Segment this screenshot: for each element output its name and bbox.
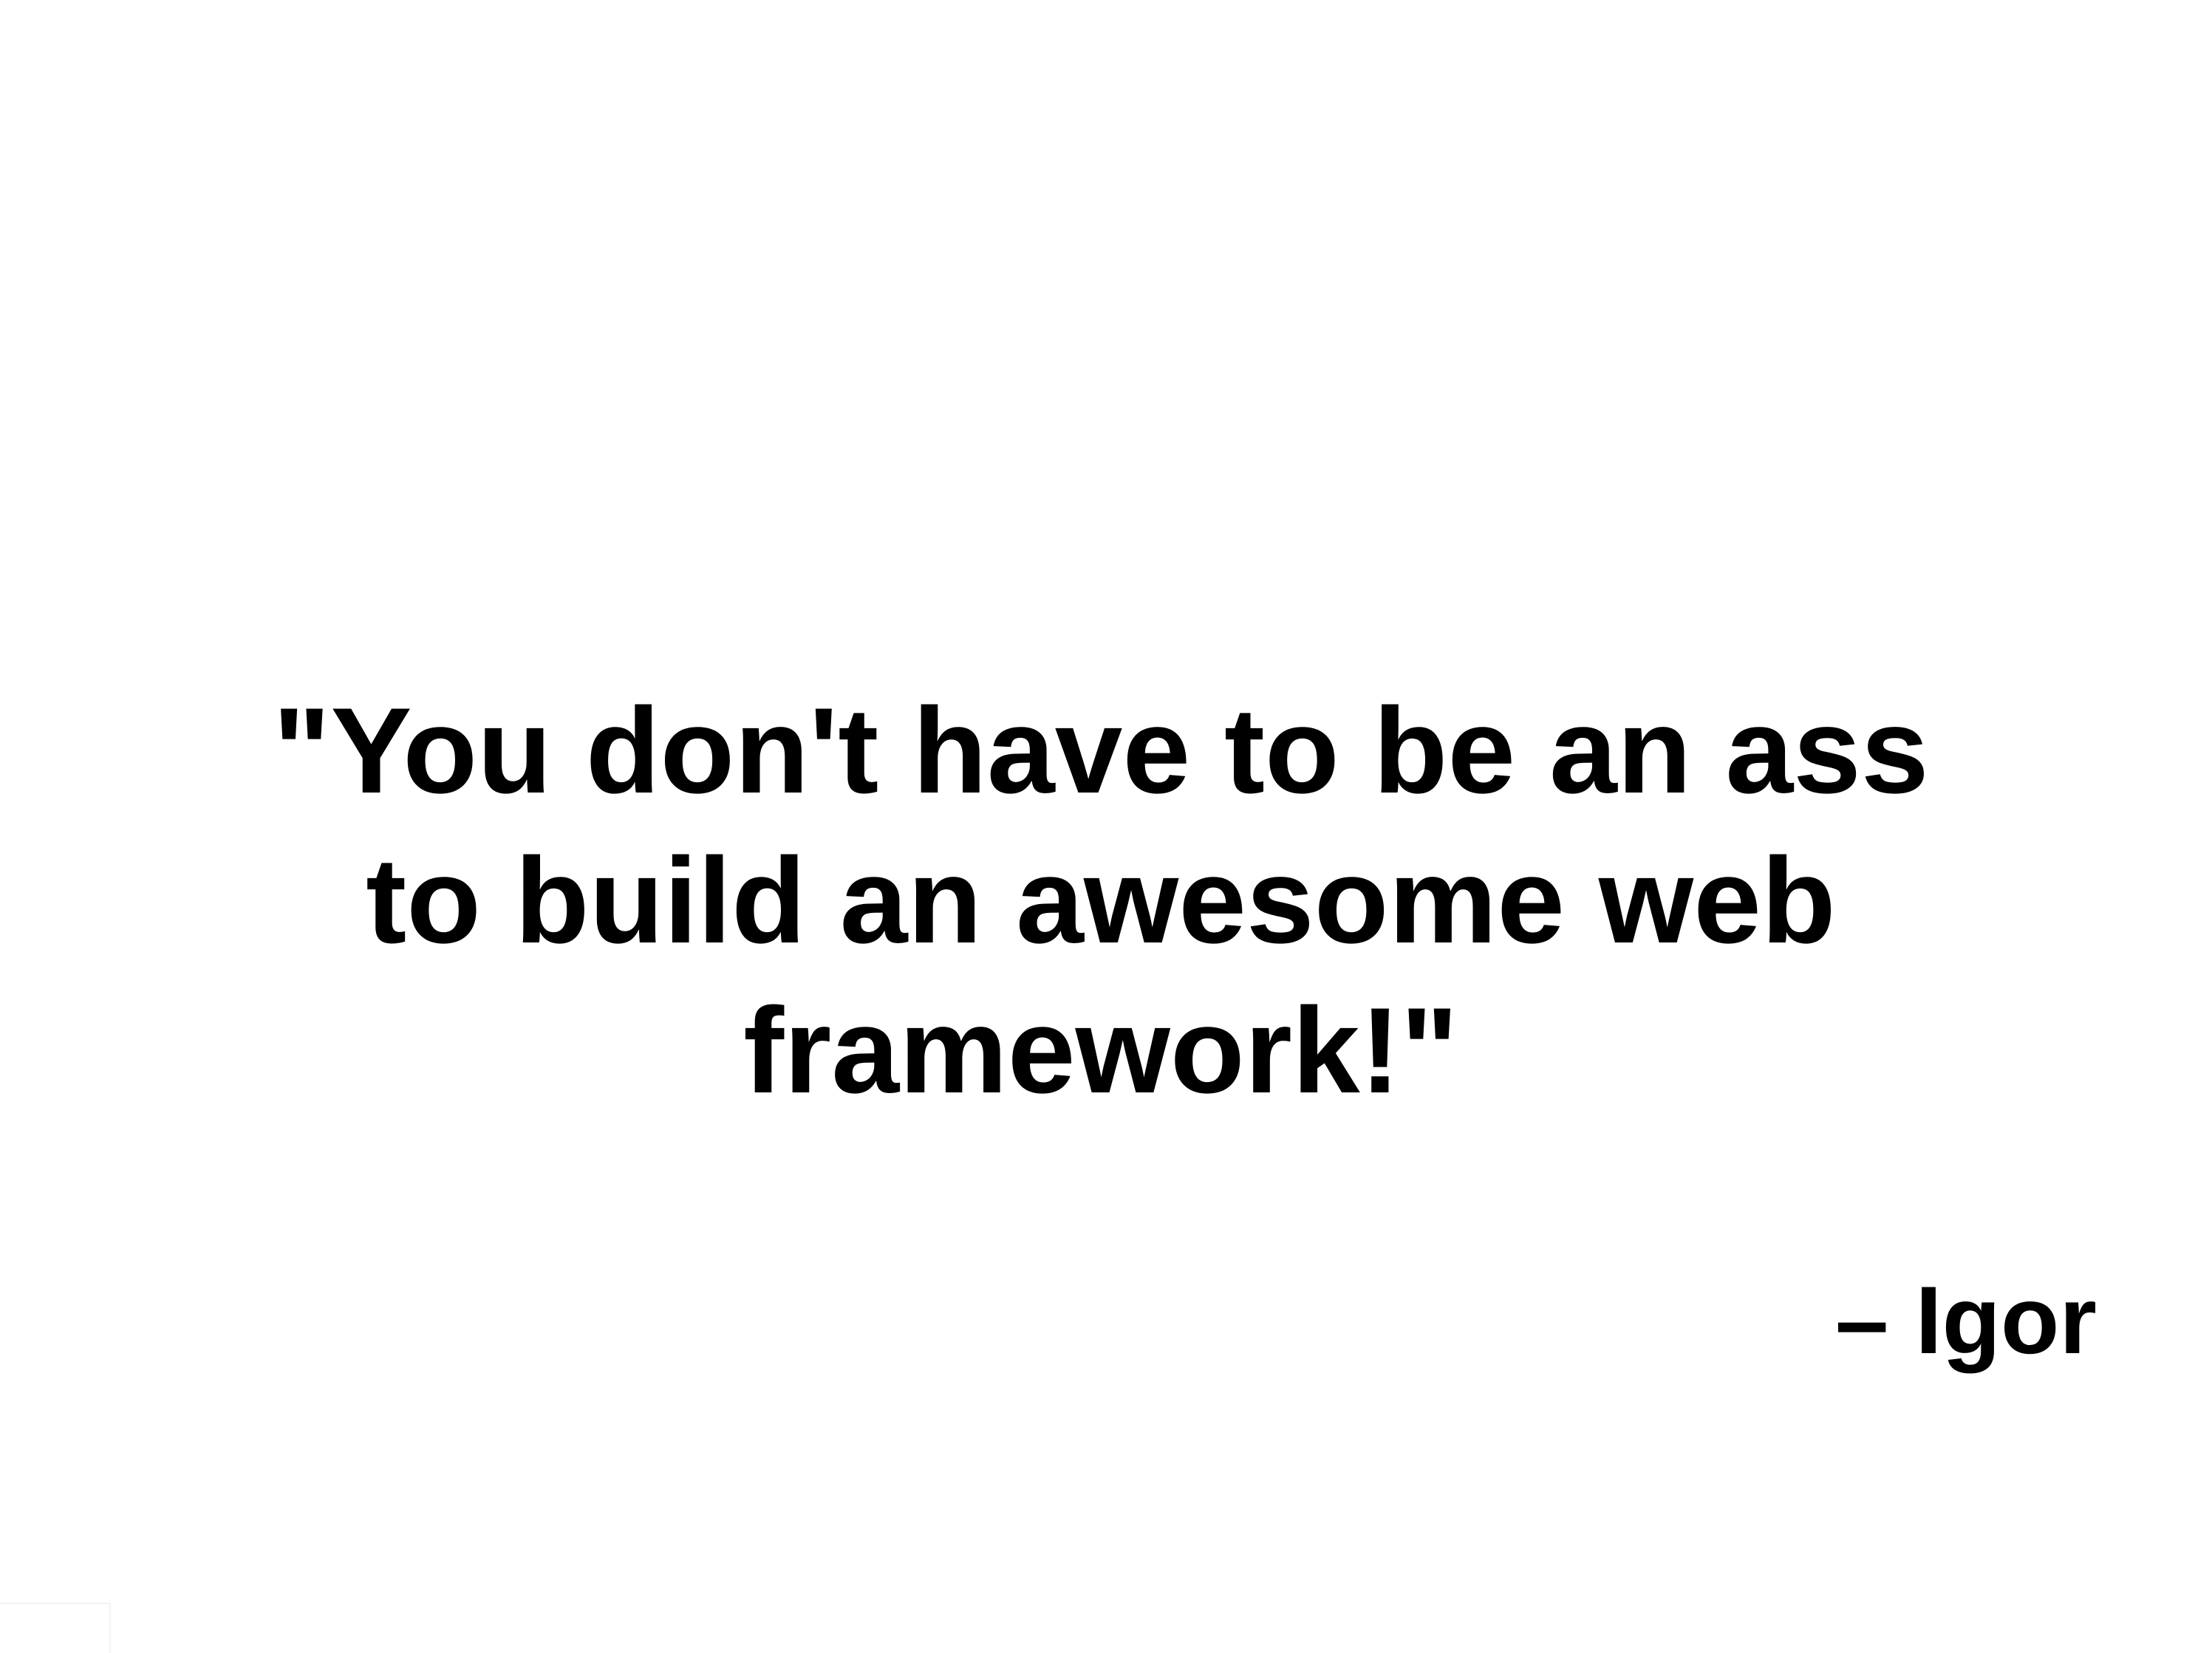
quote-line-3: framework!" [743, 982, 1458, 1118]
quote-text: "You don't have to be an ass to build an… [244, 676, 1958, 1126]
quote-line-2: to build an awesome web [366, 832, 1836, 968]
corner-artifact [0, 1603, 111, 1653]
quote-attribution: – Igor [1835, 1266, 2097, 1374]
quote-line-1: "You don't have to be an ass [273, 682, 1929, 818]
